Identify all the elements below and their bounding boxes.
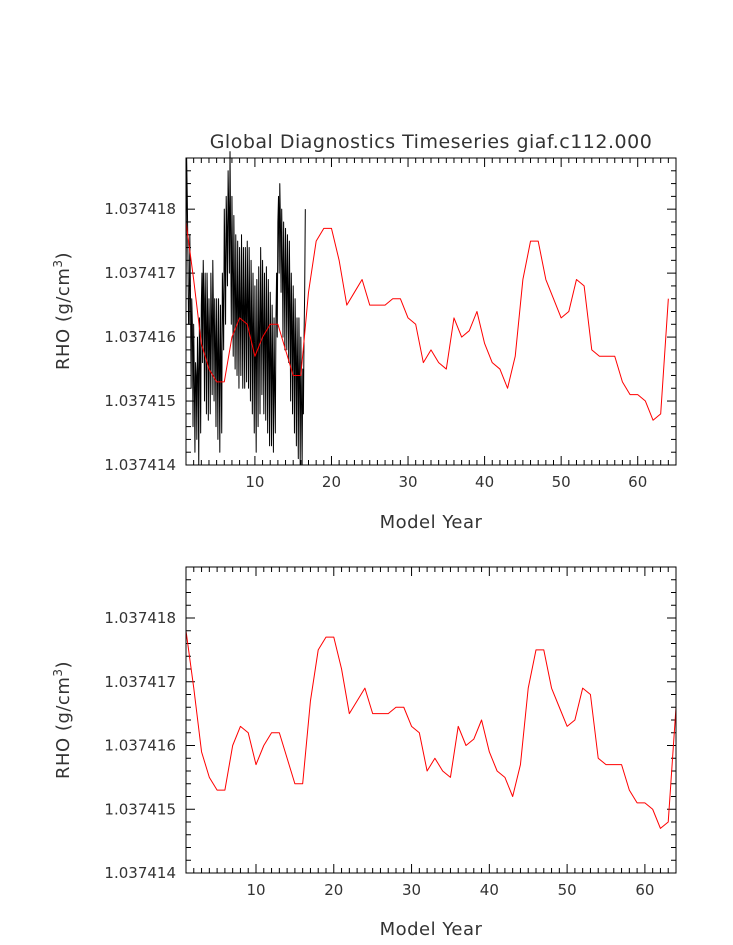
bottom-x-tick-label: 10 [246,881,265,899]
top-x-axis-label: Model Year [380,512,483,533]
bottom-x-axis-label: Model Year [380,919,483,940]
top-y-axis-label-main: RHO (g/cm [53,268,74,370]
top-x-tick-label: 50 [552,473,571,491]
top-y-tick-label: 1.037415 [104,392,176,410]
bottom-y-tick-label: 1.037414 [104,864,176,882]
top-series-monthly-line [185,151,306,466]
bottom-tick-labels: 10 20 30 40 50 60 1.037414 1.037415 1.037416 1.03… [104,609,654,899]
bottom-y-tick-label: 1.037418 [104,609,176,627]
chart-title: Global Diagnostics Timeseries giaf.c112.… [210,131,653,153]
top-y-axis-label-exponent: 3 [51,260,65,268]
top-y-axis-label: RHO (g/cm3) [51,252,74,370]
top-y-tick-label: 1.037417 [104,264,176,282]
top-chart-panel: Global Diagnostics Timeseries giaf.c112.… [51,131,677,533]
top-y-tick-label: 1.037418 [104,200,176,218]
top-series-annual-mean-line [185,221,669,421]
top-x-tick-label: 40 [475,473,494,491]
top-y-tick-label: 1.037416 [104,328,176,346]
bottom-y-axis-label: RHO (g/cm3) [51,661,74,779]
bottom-y-axis-label-close: ) [53,661,74,669]
top-series-group [185,151,669,466]
bottom-y-axis-label-main: RHO (g/cm [53,677,74,779]
bottom-series-group [185,630,677,829]
bottom-y-tick-label: 1.037416 [104,737,176,755]
top-x-tick-label: 30 [398,473,417,491]
bottom-x-tick-label: 40 [480,881,499,899]
bottom-y-axis-label-exponent: 3 [51,669,65,677]
top-y-axis-label-close: ) [53,252,74,260]
bottom-x-tick-label: 20 [324,881,343,899]
top-x-tick-label: 10 [245,473,264,491]
top-x-tick-label: 60 [628,473,647,491]
top-tick-labels: 10 20 30 40 50 60 1.037414 1.037415 1.037416 1.03… [104,200,647,491]
bottom-y-tick-label: 1.037415 [104,800,176,818]
bottom-x-tick-label: 60 [635,881,654,899]
bottom-axis-ticks [185,566,677,874]
bottom-x-tick-label: 50 [558,881,577,899]
bottom-y-tick-label: 1.037417 [104,673,176,691]
bottom-x-tick-label: 30 [402,881,421,899]
top-y-tick-label: 1.037414 [104,456,176,474]
bottom-plot-frame [185,566,677,874]
bottom-chart-panel: 10 20 30 40 50 60 1.037414 1.037415 1.037416 1.03… [51,566,677,940]
top-x-tick-label: 20 [322,473,341,491]
top-plot-frame [185,157,677,466]
bottom-series-annual-mean-line [185,630,677,829]
